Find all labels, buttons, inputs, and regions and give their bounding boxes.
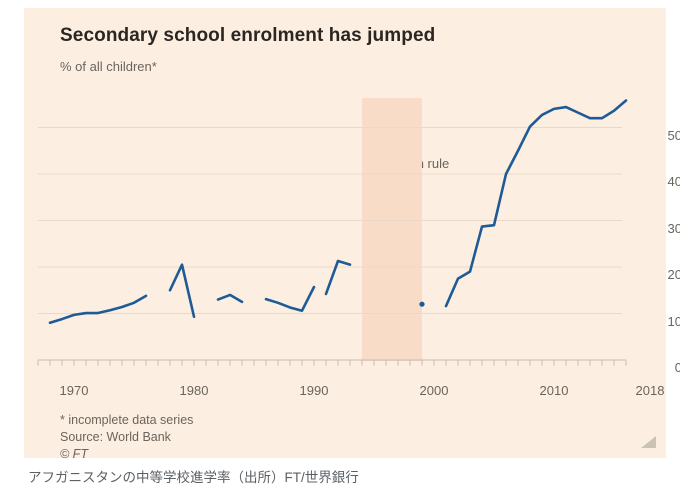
chart-subtitle: % of all children* (60, 59, 157, 74)
enrolment-line-segment (48, 294, 148, 325)
ft-copyright: © FT (60, 447, 88, 461)
enrolment-line-segment (444, 99, 628, 308)
y-axis-tick-label: 50 (667, 127, 680, 143)
resize-corner-icon (641, 436, 656, 448)
enrolment-line-segment (168, 263, 196, 319)
enrolment-line-segment (324, 259, 352, 296)
image-caption: アフガニスタンの中等学校進学率（出所）FT/世界銀行 (28, 470, 359, 485)
chart-footnote: * incomplete data series Source: World B… (60, 412, 193, 463)
x-axis-tick-label: 1980 (179, 383, 209, 398)
footnote-note: * incomplete data series (60, 413, 194, 427)
chart-card: Secondary school enrolment has jumped % … (24, 8, 680, 461)
enrolment-line-segment (216, 293, 244, 304)
y-axis-tick-label: 30 (667, 220, 680, 236)
x-axis-tick-label: 2010 (539, 383, 569, 398)
footnote-source: Source: World Bank (60, 430, 171, 444)
y-axis-tick-label: 0 (674, 360, 680, 375)
y-axis-tick-label: 40 (667, 174, 680, 189)
x-axis-tick-label: 2000 (419, 383, 449, 398)
chart-title: Secondary school enrolment has jumped (60, 25, 436, 46)
y-axis-tick-label: 10 (667, 313, 680, 329)
x-axis-tick-label: 2018 (635, 383, 665, 398)
taliban-rule-band (362, 98, 422, 361)
enrolment-line-segment (264, 285, 316, 313)
y-axis-tick-label: 20 (667, 267, 680, 282)
x-axis-tick-label: 1990 (299, 383, 329, 398)
isolated-data-point (419, 301, 425, 307)
x-axis-tick-label: 1970 (59, 383, 89, 398)
